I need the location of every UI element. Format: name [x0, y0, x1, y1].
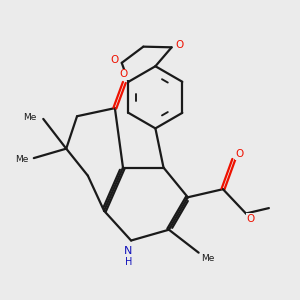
- Text: O: O: [175, 40, 183, 50]
- Text: O: O: [110, 55, 118, 65]
- Text: O: O: [236, 149, 244, 159]
- Text: O: O: [247, 214, 255, 224]
- Text: H: H: [125, 257, 132, 267]
- Text: Me: Me: [15, 155, 28, 164]
- Text: Me: Me: [23, 113, 36, 122]
- Text: Me: Me: [201, 254, 215, 262]
- Text: O: O: [120, 69, 128, 79]
- Text: N: N: [124, 246, 133, 256]
